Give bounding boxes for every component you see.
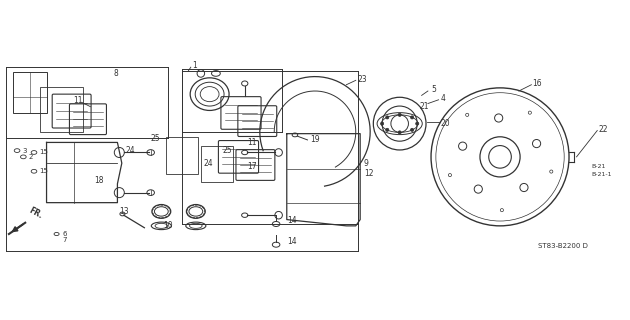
Circle shape [398,131,401,134]
Text: FR.: FR. [28,206,45,221]
Text: 13: 13 [119,207,129,216]
Text: 17: 17 [247,162,257,171]
Bar [201,146,234,182]
Text: 3: 3 [22,148,26,154]
Bar [13,72,47,113]
Circle shape [416,122,419,125]
Circle shape [411,128,414,132]
Text: 20: 20 [440,119,450,128]
Text: 6: 6 [63,231,67,237]
Text: 9: 9 [364,159,369,168]
Text: 15: 15 [39,168,48,174]
Text: 19: 19 [310,135,319,144]
Text: 14: 14 [287,237,296,246]
Text: 24: 24 [125,146,135,155]
Text: 7: 7 [63,237,67,243]
Circle shape [398,113,401,116]
Text: 16: 16 [532,79,542,88]
Text: 12: 12 [364,169,374,178]
Text: 8: 8 [113,69,118,78]
Text: 21: 21 [420,101,429,110]
Text: 11: 11 [74,96,83,105]
Text: 18: 18 [94,176,104,185]
Text: 24: 24 [203,159,213,168]
Circle shape [386,128,389,132]
Text: 25: 25 [151,133,160,142]
Circle shape [411,116,414,119]
Text: 23: 23 [357,75,367,84]
Text: 14: 14 [287,216,296,225]
Text: 11: 11 [247,138,257,147]
Text: 4: 4 [440,94,445,103]
Text: 15: 15 [39,149,48,156]
Text: B-21-1: B-21-1 [591,172,612,177]
Circle shape [386,116,389,119]
Bar [166,137,198,174]
Text: 2: 2 [28,154,33,160]
Text: ST83-B2200 D: ST83-B2200 D [538,243,588,249]
Text: B-21: B-21 [591,164,605,169]
Text: 5: 5 [431,84,436,94]
Circle shape [381,122,384,125]
Text: 25: 25 [222,146,232,155]
Bar [40,87,83,132]
Text: 22: 22 [598,125,608,134]
Text: 10: 10 [163,221,173,230]
Text: 1: 1 [192,61,197,70]
